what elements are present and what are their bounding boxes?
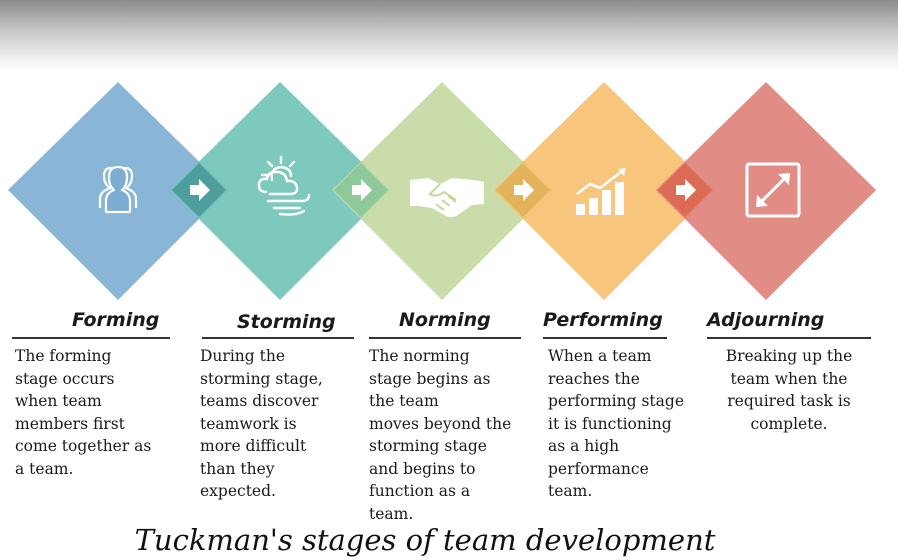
storm-cloud-icon bbox=[257, 155, 311, 216]
arrow-right-icon bbox=[514, 179, 534, 201]
arrow-connector-1 bbox=[172, 163, 226, 217]
arrow-right-icon bbox=[352, 179, 372, 201]
stage-forming: Forming The forming stage occurs when te… bbox=[12, 306, 170, 480]
stage-storming: Storming During the storming stage, team… bbox=[200, 306, 354, 503]
stage-title: Forming bbox=[72, 309, 160, 331]
stage-title: Storming bbox=[237, 311, 336, 333]
arrow-connector-2 bbox=[334, 163, 388, 217]
diagram-caption: Tuckman's stages of team development bbox=[134, 523, 716, 557]
stage-divider bbox=[369, 337, 521, 339]
stage-title: Adjourning bbox=[707, 309, 825, 331]
stage-performing: Performing When a team reaches the perfo… bbox=[543, 306, 684, 503]
stage-divider bbox=[707, 337, 871, 339]
top-shade bbox=[0, 0, 898, 72]
stage-divider bbox=[12, 337, 170, 339]
stage-divider bbox=[543, 337, 667, 339]
arrow-right-icon bbox=[190, 179, 210, 201]
arrow-connector-4 bbox=[658, 163, 712, 217]
arrow-right-icon bbox=[676, 179, 696, 201]
group-icon bbox=[98, 165, 138, 214]
growth-chart-icon bbox=[576, 168, 626, 215]
stage-title: Norming bbox=[399, 309, 491, 331]
stage-diagram bbox=[8, 82, 876, 300]
stage-description: During the storming stage, teams discove… bbox=[200, 347, 323, 500]
stage-adjourning: Adjourning Breaking up the team when the… bbox=[707, 306, 871, 435]
arrow-connector-3 bbox=[496, 163, 550, 217]
stage-norming: Norming The norming stage begins as the … bbox=[369, 306, 521, 525]
stage-description: When a team reaches the performing stage… bbox=[548, 347, 684, 500]
diamond-storming bbox=[170, 82, 390, 300]
stage-description: The norming stage begins as the team mov… bbox=[369, 347, 512, 523]
diamond-adjourning bbox=[656, 82, 876, 300]
handshake-icon bbox=[410, 178, 484, 218]
stage-description: The forming stage occurs when team membe… bbox=[15, 347, 152, 478]
stage-divider bbox=[202, 337, 354, 339]
stage-title: Performing bbox=[543, 309, 663, 331]
stage-description: Breaking up the team when the required t… bbox=[725, 347, 853, 433]
expand-icon bbox=[745, 162, 801, 218]
